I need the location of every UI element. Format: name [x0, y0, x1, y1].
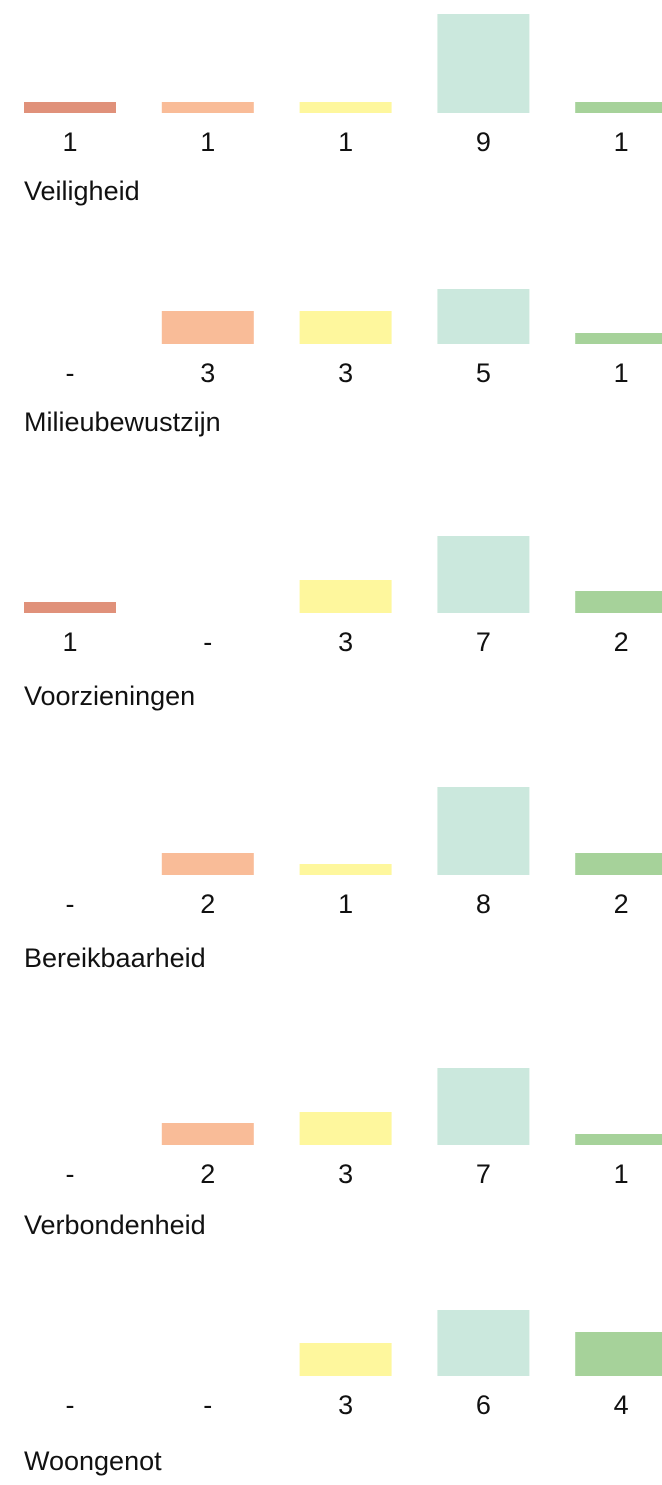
chart-title: Milieubewustzijn — [24, 407, 221, 437]
bar — [299, 1343, 392, 1376]
bar — [437, 1310, 530, 1376]
value-label: 6 — [476, 1390, 491, 1420]
chart-title: Bereikbaarheid — [24, 943, 206, 973]
value-label: 1 — [614, 358, 629, 388]
value-label: 1 — [338, 889, 353, 919]
value-label: - — [203, 1390, 212, 1420]
bar — [575, 102, 662, 113]
value-label: 5 — [476, 358, 491, 388]
value-label: - — [66, 889, 75, 919]
bar — [575, 591, 662, 613]
value-label: 2 — [614, 889, 629, 919]
value-label: 3 — [200, 358, 215, 388]
value-label: 1 — [200, 127, 215, 157]
chart-title: Veiligheid — [24, 176, 140, 206]
value-label: - — [66, 358, 75, 388]
value-label: 2 — [200, 889, 215, 919]
bar — [24, 602, 116, 613]
bar — [161, 311, 254, 344]
value-label: 1 — [614, 127, 629, 157]
value-label: 2 — [200, 1159, 215, 1189]
value-label: 3 — [338, 1159, 353, 1189]
bar — [161, 102, 254, 113]
value-label: 3 — [338, 358, 353, 388]
value-label: - — [66, 1159, 75, 1189]
chart-title: Verbondenheid — [24, 1210, 206, 1240]
bar — [24, 102, 116, 113]
bar — [575, 333, 662, 344]
value-label: 2 — [614, 627, 629, 657]
value-label: 1 — [338, 127, 353, 157]
bar — [437, 536, 530, 613]
bar — [575, 853, 662, 875]
chart-title: Woongenot — [24, 1446, 162, 1476]
bar — [299, 102, 392, 113]
value-label: 1 — [62, 127, 77, 157]
bar — [161, 853, 254, 875]
value-label: 1 — [614, 1159, 629, 1189]
bar — [437, 787, 530, 875]
bar — [575, 1134, 662, 1145]
value-label: - — [66, 1390, 75, 1420]
bar — [437, 14, 530, 113]
value-label: 8 — [476, 889, 491, 919]
value-label: 3 — [338, 627, 353, 657]
chart-title: Voorzieningen — [24, 681, 195, 711]
bar — [161, 1123, 254, 1145]
bar — [299, 580, 392, 613]
bar — [299, 311, 392, 344]
value-label: - — [203, 627, 212, 657]
bar — [575, 1332, 662, 1376]
value-label: 9 — [476, 127, 491, 157]
value-label: 1 — [62, 627, 77, 657]
bar — [299, 864, 392, 875]
value-label: 7 — [476, 627, 491, 657]
value-label: 4 — [614, 1390, 629, 1420]
value-label: 7 — [476, 1159, 491, 1189]
bar — [437, 1068, 530, 1145]
bar — [437, 289, 530, 344]
bar — [299, 1112, 392, 1145]
value-label: 3 — [338, 1390, 353, 1420]
